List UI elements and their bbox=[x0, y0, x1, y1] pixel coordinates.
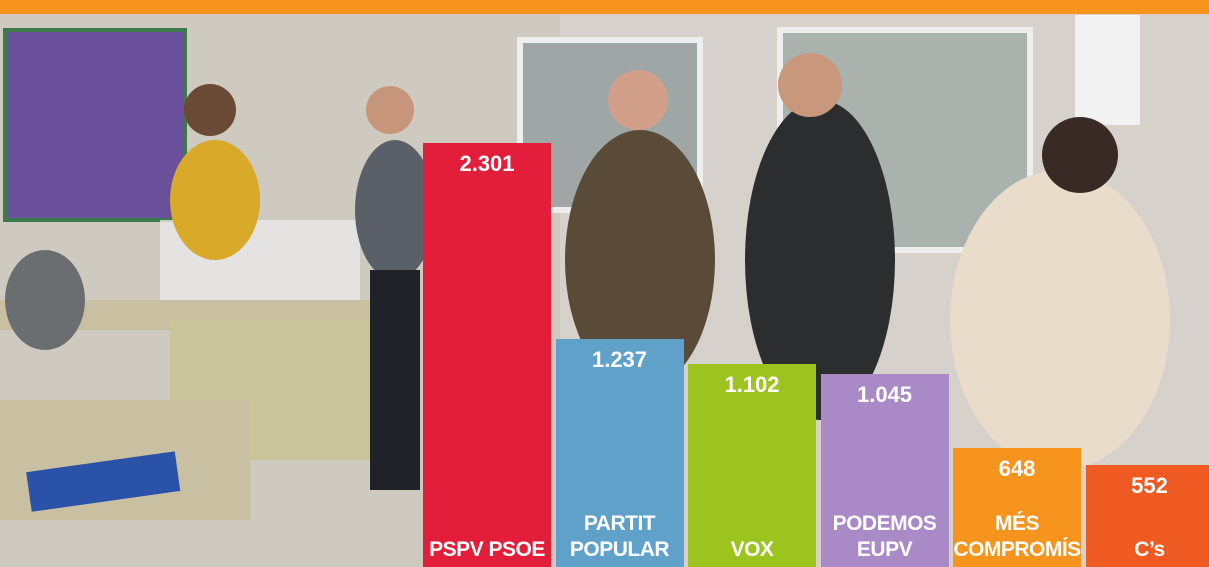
category-label: PARTIT POPULAR bbox=[556, 511, 684, 563]
value-label: 552 bbox=[1086, 473, 1209, 499]
value-label: 1.237 bbox=[556, 347, 684, 373]
category-label: C’s bbox=[1086, 537, 1209, 563]
category-label: PODEMOS EUPV bbox=[821, 511, 949, 563]
infographic: 2.301 PSPV PSOE 1.237 PARTIT POPULAR 1.102 VO… bbox=[0, 0, 1209, 567]
value-label: 1.102 bbox=[688, 372, 816, 398]
category-label: PSPV PSOE bbox=[423, 537, 551, 563]
category-label: VOX bbox=[688, 537, 816, 563]
value-label: 648 bbox=[953, 456, 1081, 482]
value-label: 1.045 bbox=[821, 382, 949, 408]
category-label: MÉS COMPROMÍS bbox=[953, 511, 1081, 563]
value-label: 2.301 bbox=[423, 151, 551, 177]
bar bbox=[423, 143, 551, 567]
